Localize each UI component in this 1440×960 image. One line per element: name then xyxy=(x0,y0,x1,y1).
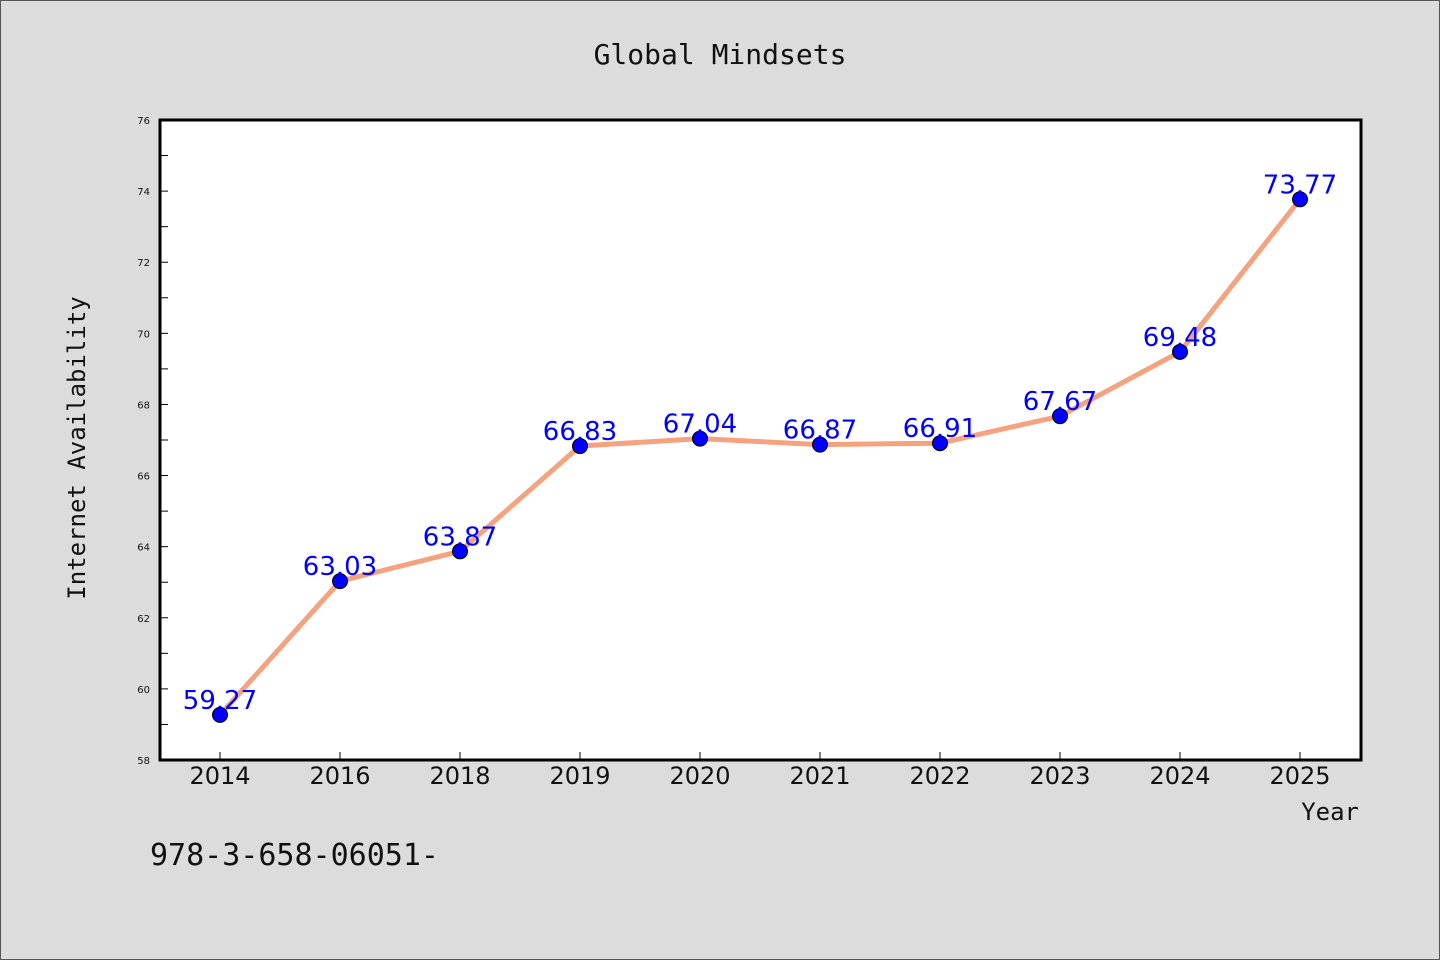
data-point xyxy=(332,573,348,590)
data-label: 63.87 xyxy=(423,522,497,552)
data-point xyxy=(1292,191,1308,208)
data-point xyxy=(1052,408,1068,425)
data-point xyxy=(692,430,708,447)
data-label: 59.27 xyxy=(183,686,257,716)
data-point xyxy=(932,435,948,452)
data-label: 67.67 xyxy=(1023,387,1097,417)
y-tick-label: 74 xyxy=(137,187,150,198)
data-label: 66.83 xyxy=(543,417,617,447)
data-label: 66.87 xyxy=(783,416,857,446)
series-line xyxy=(212,191,1308,723)
x-tick-label: 2021 xyxy=(789,762,850,790)
y-tick-label: 66 xyxy=(137,472,150,483)
data-label: 69.48 xyxy=(1143,323,1217,353)
x-tick-label: 2024 xyxy=(1149,762,1210,790)
y-tick-label: 58 xyxy=(137,756,150,767)
x-axis-label: Year xyxy=(1301,798,1359,826)
data-label: 63.03 xyxy=(303,552,377,582)
y-tick-label: 64 xyxy=(137,543,150,554)
y-tick-label: 60 xyxy=(137,685,150,696)
y-tick-label: 76 xyxy=(137,116,150,127)
chart-title: Global Mindsets xyxy=(594,38,847,71)
data-label: 67.04 xyxy=(663,410,737,440)
data-point xyxy=(452,543,468,560)
x-tick-label: 2022 xyxy=(909,762,970,790)
x-tick-label: 2025 xyxy=(1269,762,1330,790)
plot-area xyxy=(158,118,1363,762)
data-label: 66.91 xyxy=(903,414,977,444)
x-tick-label: 2020 xyxy=(669,762,730,790)
data-point xyxy=(812,436,828,453)
data-point xyxy=(1172,343,1188,360)
y-tick-label: 72 xyxy=(137,258,150,269)
series-path xyxy=(218,197,1302,717)
footer-isbn: 978-3-658-06051- xyxy=(150,838,439,873)
x-tick-label: 2023 xyxy=(1029,762,1090,790)
data-point xyxy=(572,438,588,455)
y-axis-label: Internet Availability xyxy=(63,296,91,599)
data-label: 73.77 xyxy=(1263,170,1337,200)
x-tick-label: 2019 xyxy=(549,762,610,790)
y-tick-label: 70 xyxy=(137,329,150,340)
data-labels: 59.27 63.03 63.87 66.83 67.04 66.87 66.91 67.67… xyxy=(183,170,1337,716)
y-tick-label: 68 xyxy=(137,400,150,411)
x-tick-label: 2016 xyxy=(309,762,370,790)
x-tick-label: 2018 xyxy=(429,762,490,790)
data-point xyxy=(212,706,228,723)
y-axis: 58 60 62 64 66 68 70 72 74 76 xyxy=(137,116,168,767)
x-axis: 2014 2016 2018 2019 2020 2021 2022 2023 2024 2025 xyxy=(189,752,1331,790)
y-tick-label: 62 xyxy=(137,614,150,625)
x-tick-label: 2014 xyxy=(189,762,250,790)
